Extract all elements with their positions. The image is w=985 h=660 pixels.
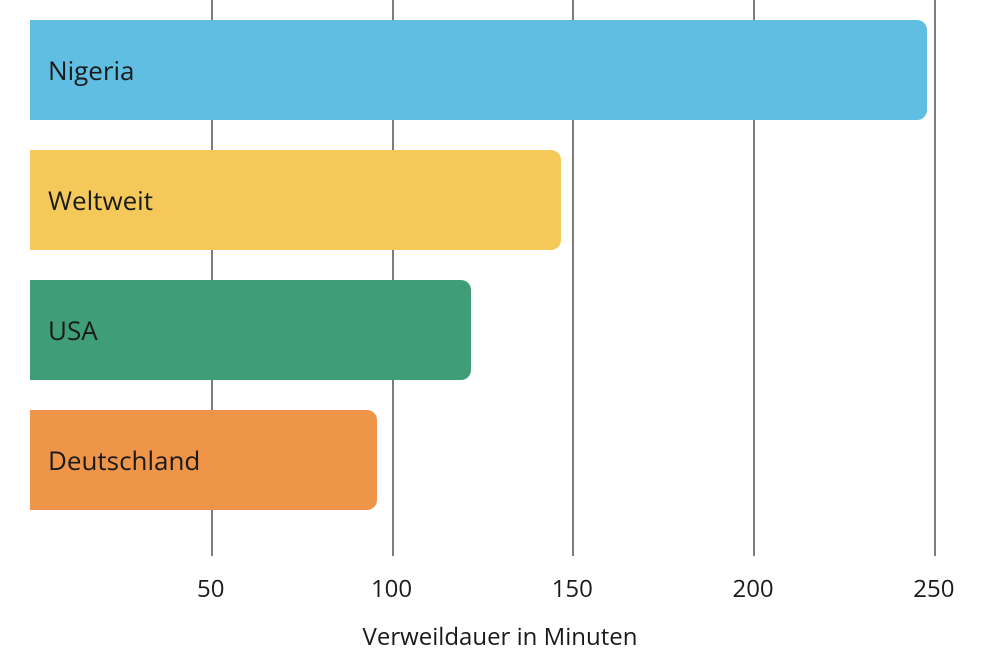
- gridline: [934, 0, 936, 556]
- chart-container: NigeriaWeltweitUSADeutschland 50 100 150 20…: [0, 0, 985, 660]
- bar: [30, 150, 561, 250]
- bar: [30, 280, 471, 380]
- x-tick-label: 250: [913, 572, 954, 605]
- x-axis-label: Verweildauer in Minuten: [363, 620, 638, 653]
- bar: [30, 410, 377, 510]
- x-tick-label: 150: [552, 572, 593, 605]
- bar: [30, 20, 927, 120]
- x-tick-label: 200: [732, 572, 773, 605]
- x-tick-label: 50: [197, 572, 224, 605]
- x-tick-label: 100: [371, 572, 412, 605]
- plot-area: NigeriaWeltweitUSADeutschland: [30, 0, 970, 556]
